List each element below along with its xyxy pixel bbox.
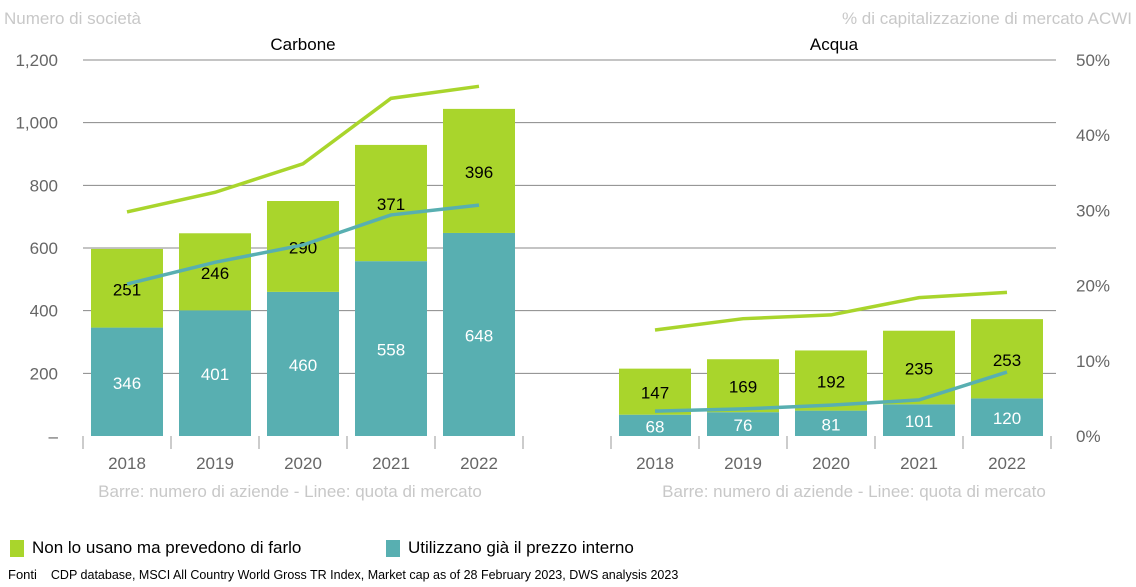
bar-segment (355, 261, 427, 436)
bar-segment (443, 232, 515, 436)
bar-segment (179, 233, 251, 311)
left-tick-label: 600 (30, 239, 58, 258)
x-category-label: 2020 (812, 454, 850, 473)
bar-value-label: 235 (905, 360, 933, 379)
bar-value-label: 251 (113, 280, 141, 299)
bar-segment (91, 248, 163, 328)
legend-swatch (386, 539, 400, 557)
bar-segment (795, 410, 867, 436)
bar-value-label: 81 (822, 415, 841, 434)
bar-value-label: 169 (729, 378, 757, 397)
right-tick-label: 0% (1076, 427, 1101, 446)
x-category-label: 2020 (284, 454, 322, 473)
x-label-acqua: Barre: numero di aziende - Linee: quota … (662, 482, 1046, 501)
share-line (654, 290, 1008, 332)
share-line (126, 84, 480, 214)
right-tick-label: 50% (1076, 51, 1110, 70)
legend-label: Non lo usano ma prevedono di farlo (32, 538, 302, 557)
bar-value-label: 120 (993, 409, 1021, 428)
left-tick-label: 1,200 (15, 51, 58, 70)
bar-value-label: 558 (377, 341, 405, 360)
left-tick-label: 200 (30, 364, 58, 383)
x-category-label: 2022 (460, 454, 498, 473)
x-label-carbone: Barre: numero di aziende - Linee: quota … (98, 482, 482, 501)
x-category-label: 2018 (108, 454, 146, 473)
panel-title-carbone: Carbone (270, 35, 335, 54)
legend-label: Utilizzano già il prezzo interno (408, 538, 634, 557)
bar-segment (443, 108, 515, 233)
bar-segment (707, 359, 779, 413)
x-category-label: 2019 (196, 454, 234, 473)
share-line (654, 370, 1008, 413)
bar-value-label: 192 (817, 373, 845, 392)
bar-segment (795, 350, 867, 411)
panel-title-acqua: Acqua (810, 35, 859, 54)
bar-value-label: 460 (289, 356, 317, 375)
source-text: CDP database, MSCI All Country World Gro… (50, 568, 679, 582)
bar-value-label: 401 (201, 365, 229, 384)
bar-segment (91, 327, 163, 436)
left-tick-label: 800 (30, 176, 58, 195)
right-tick-label: 30% (1076, 201, 1110, 220)
bar-value-label: 396 (465, 163, 493, 182)
bar-value-label: 76 (734, 416, 753, 435)
x-category-label: 2018 (636, 454, 674, 473)
bar-segment (883, 404, 955, 436)
right-tick-label: 40% (1076, 126, 1110, 145)
legend-item-plan: Non lo usano ma prevedono di farlo (10, 538, 301, 558)
bar-value-label: 253 (993, 351, 1021, 370)
right-axis-label: % di capitalizzazione di mercato ACWI (842, 9, 1132, 28)
legend-swatch (10, 539, 24, 557)
legend-item-using: Utilizzano già il prezzo interno (386, 538, 634, 558)
share-line (126, 203, 480, 286)
x-category-label: 2021 (372, 454, 410, 473)
bar-value-label: 648 (465, 326, 493, 345)
right-tick-label: 20% (1076, 277, 1110, 296)
source-note: Fonti CDP database, MSCI All Country Worl… (8, 567, 678, 582)
bar-segment (619, 414, 691, 436)
bar-value-label: 101 (905, 412, 933, 431)
x-category-label: 2019 (724, 454, 762, 473)
bar-segment (619, 368, 691, 415)
bar-segment (267, 291, 339, 436)
bar-value-label: 246 (201, 264, 229, 283)
bar-value-label: 68 (646, 417, 665, 436)
x-category-label: 2021 (900, 454, 938, 473)
x-category-label: 2022 (988, 454, 1026, 473)
left-tick-label: 400 (30, 302, 58, 321)
left-tick-label: – (49, 427, 59, 446)
source-label: Fonti (8, 567, 37, 582)
bar-value-label: 371 (377, 195, 405, 214)
bar-value-label: 147 (641, 384, 669, 403)
bar-segment (971, 398, 1043, 436)
bar-segment (707, 412, 779, 436)
right-tick-label: 10% (1076, 352, 1110, 371)
left-axis-label: Numero di società (4, 9, 142, 28)
bar-value-label: 346 (113, 374, 141, 393)
bar-segment (355, 144, 427, 262)
left-tick-label: 1,000 (15, 114, 58, 133)
bar-segment (971, 319, 1043, 399)
bar-segment (179, 310, 251, 436)
